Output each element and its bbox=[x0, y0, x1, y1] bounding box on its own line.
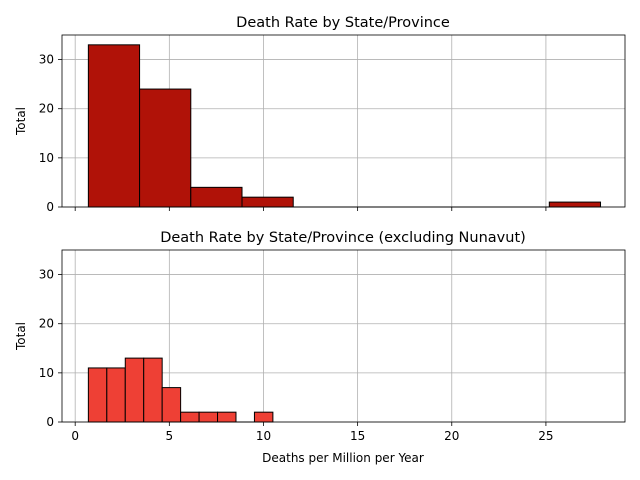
bottom-y-axis-label: Total bbox=[14, 322, 28, 351]
bottom-x-tick-label: 0 bbox=[71, 429, 79, 443]
bottom-histogram-panel: 0 5 10 15 20 25 0 10 20 30 Death Rate by State/Pr… bbox=[14, 230, 626, 465]
bottom-histogram-bar bbox=[253, 411, 274, 423]
bottom-histogram-bar bbox=[217, 411, 237, 423]
bottom-histogram-bar bbox=[143, 357, 163, 423]
top-histogram-bar bbox=[241, 196, 294, 208]
top-histogram-panel: 0 10 20 30 Death Rate by State/Province Tot… bbox=[14, 15, 626, 214]
top-histogram-bar bbox=[190, 186, 243, 208]
bottom-histogram-bar bbox=[106, 367, 126, 423]
top-y-axis-label: Total bbox=[14, 107, 28, 136]
bottom-y-tick-label: 20 bbox=[39, 317, 54, 331]
bottom-y-tick-label: 0 bbox=[46, 415, 54, 429]
bottom-x-tick-label: 20 bbox=[444, 429, 459, 443]
top-y-tick-label: 0 bbox=[46, 200, 54, 214]
top-plot-layer: 0 10 20 30 bbox=[39, 34, 626, 214]
top-y-tick-label: 20 bbox=[39, 102, 54, 116]
top-y-tick-label: 30 bbox=[39, 53, 54, 67]
bottom-histogram-bar bbox=[180, 411, 200, 423]
top-histogram-bar bbox=[548, 201, 602, 208]
bottom-histogram-bar bbox=[124, 357, 145, 423]
x-axis-label: Deaths per Million per Year bbox=[262, 451, 424, 465]
top-chart-title: Death Rate by State/Province bbox=[236, 15, 450, 31]
top-histogram-bar bbox=[87, 44, 141, 208]
bottom-x-tick-label: 25 bbox=[538, 429, 553, 443]
bottom-y-tick-label: 10 bbox=[39, 366, 54, 380]
bottom-chart-title: Death Rate by State/Province (excluding … bbox=[160, 230, 526, 246]
bottom-x-tick-label: 10 bbox=[256, 429, 271, 443]
bottom-axes-frame bbox=[61, 249, 626, 423]
bottom-x-tick-label: 5 bbox=[166, 429, 174, 443]
bottom-plot-layer: 0 5 10 15 20 25 0 10 20 30 bbox=[39, 249, 626, 443]
top-axes-frame bbox=[61, 34, 626, 208]
bottom-histogram-bar bbox=[198, 411, 219, 423]
bottom-x-tick-label: 15 bbox=[350, 429, 365, 443]
bottom-histogram-bar bbox=[161, 387, 182, 423]
bottom-histogram-bar bbox=[87, 367, 108, 423]
bottom-y-tick-label: 30 bbox=[39, 268, 54, 282]
top-histogram-bar bbox=[139, 88, 192, 208]
top-y-tick-label: 10 bbox=[39, 151, 54, 165]
